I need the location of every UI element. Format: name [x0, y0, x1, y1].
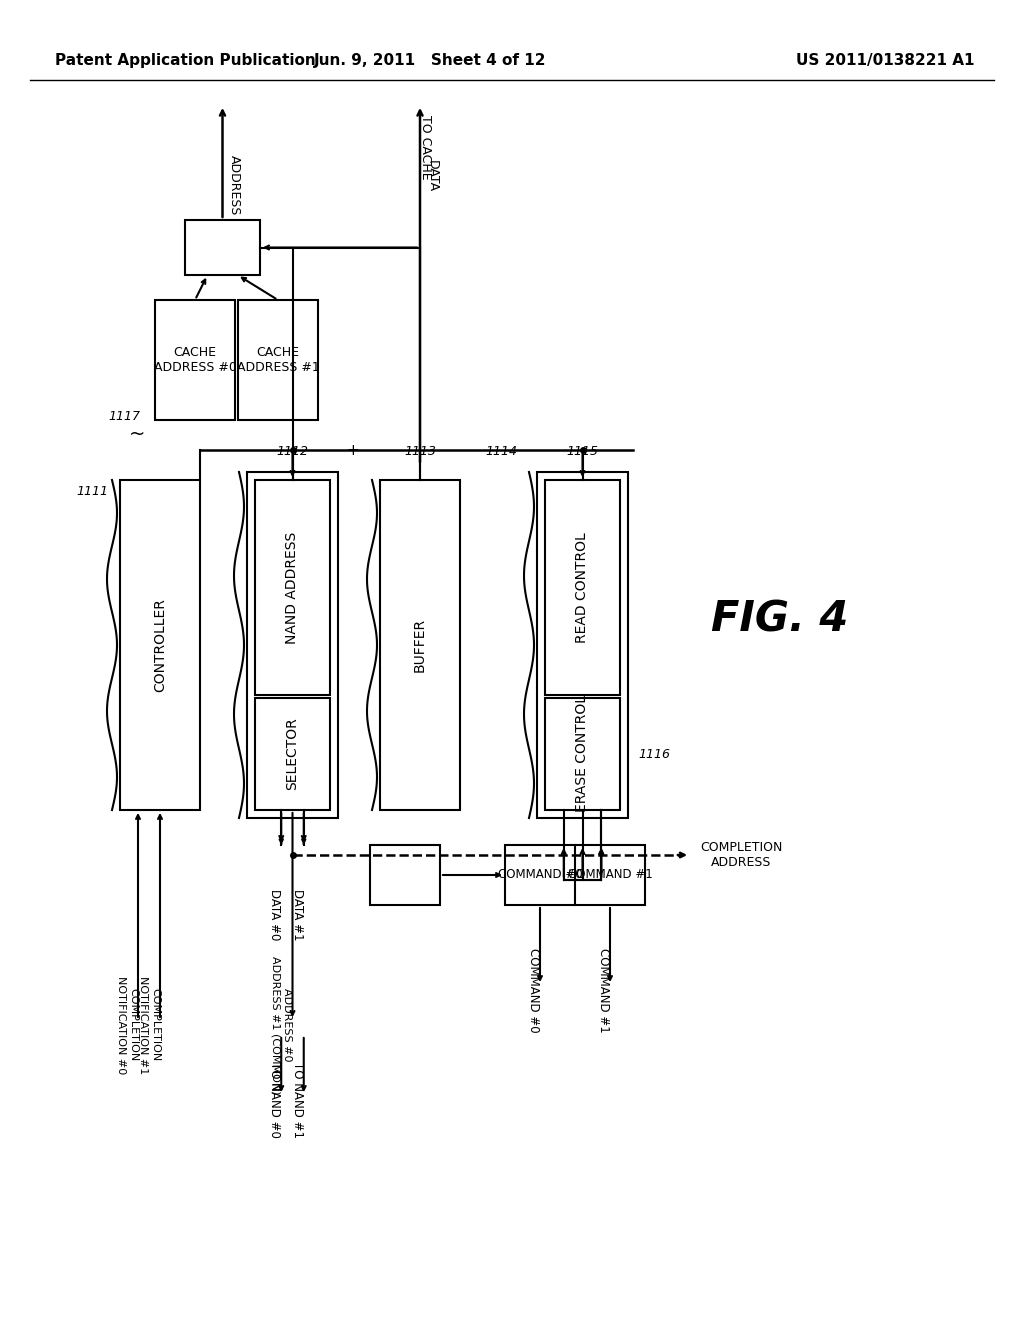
Text: COMMAND #1: COMMAND #1	[597, 948, 610, 1032]
Text: CACHE
ADDRESS #0: CACHE ADDRESS #0	[154, 346, 237, 374]
Text: 1114: 1114	[485, 445, 517, 458]
Text: COMMAND #1: COMMAND #1	[567, 869, 652, 882]
Bar	[255, 480, 330, 696]
Text: ADDRESS #0
ADDRESS #1 (COMMON): ADDRESS #0 ADDRESS #1 (COMMON)	[271, 956, 293, 1094]
Text: Patent Application Publication: Patent Application Publication	[55, 53, 315, 67]
Text: NAND ADDRESS: NAND ADDRESS	[286, 532, 299, 644]
Text: DATA #1: DATA #1	[291, 890, 304, 941]
Text: COMPLETION
ADDRESS: COMPLETION ADDRESS	[700, 841, 782, 869]
Bar	[185, 220, 260, 275]
Bar	[370, 845, 440, 906]
Text: BUFFER: BUFFER	[413, 618, 427, 672]
Bar	[155, 300, 234, 420]
Bar	[238, 300, 318, 420]
Text: FIG. 4: FIG. 4	[712, 599, 849, 642]
Text: COMPLETION
NOTIFICATION #0: COMPLETION NOTIFICATION #0	[117, 975, 138, 1074]
Text: COMMAND #0: COMMAND #0	[527, 948, 540, 1032]
Text: 1112: 1112	[276, 445, 308, 458]
Text: US 2011/0138221 A1: US 2011/0138221 A1	[797, 53, 975, 67]
Text: 1117: 1117	[108, 411, 140, 422]
Text: COMMAND #0: COMMAND #0	[498, 869, 583, 882]
Text: ERASE CONTROL: ERASE CONTROL	[575, 696, 590, 813]
Bar	[537, 473, 628, 818]
Text: SELECTOR: SELECTOR	[286, 718, 299, 791]
Text: Jun. 9, 2011   Sheet 4 of 12: Jun. 9, 2011 Sheet 4 of 12	[313, 53, 546, 67]
Bar	[545, 480, 620, 696]
Bar	[247, 473, 338, 818]
Text: CONTROLLER: CONTROLLER	[153, 598, 167, 692]
Bar	[380, 480, 460, 810]
Text: DATA: DATA	[426, 160, 438, 193]
Text: CACHE
ADDRESS #1: CACHE ADDRESS #1	[237, 346, 319, 374]
Bar	[120, 480, 200, 810]
Bar	[255, 698, 330, 810]
Text: DATA #0: DATA #0	[268, 890, 282, 941]
Text: +: +	[346, 444, 358, 458]
Bar	[545, 698, 620, 810]
Text: 1113: 1113	[404, 445, 436, 458]
Text: ~: ~	[129, 425, 145, 444]
Text: COMPLETION
NOTIFICATION #1: COMPLETION NOTIFICATION #1	[138, 975, 160, 1074]
Bar	[505, 845, 645, 906]
Text: TO NAND #0: TO NAND #0	[268, 1063, 282, 1138]
Text: 1115: 1115	[566, 445, 598, 458]
Text: 1116: 1116	[638, 747, 670, 760]
Text: ADDRESS: ADDRESS	[228, 154, 241, 215]
Text: 1111: 1111	[76, 484, 108, 498]
Text: READ CONTROL: READ CONTROL	[575, 532, 590, 643]
Text: TO CACHE: TO CACHE	[419, 115, 432, 180]
Text: TO NAND #1: TO NAND #1	[291, 1063, 304, 1138]
